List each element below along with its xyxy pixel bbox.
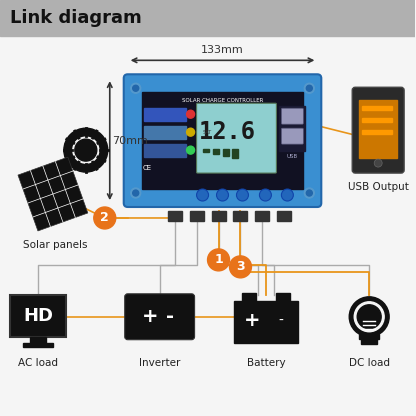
Polygon shape [18, 157, 88, 231]
Bar [144, 144, 186, 157]
Text: Link diagram: Link diagram [10, 10, 142, 27]
Bar [280, 106, 305, 151]
Text: Inverter: Inverter [139, 358, 181, 368]
Circle shape [131, 188, 141, 198]
Bar [213, 149, 218, 154]
Circle shape [357, 305, 381, 329]
FancyBboxPatch shape [10, 295, 66, 337]
Text: HD: HD [23, 307, 53, 325]
Circle shape [306, 190, 312, 196]
Text: AC load: AC load [18, 358, 58, 368]
Circle shape [281, 189, 293, 201]
FancyBboxPatch shape [124, 74, 321, 207]
FancyBboxPatch shape [197, 103, 276, 173]
Bar [235, 301, 298, 343]
Circle shape [349, 297, 389, 337]
Bar [361, 339, 377, 344]
Bar [233, 211, 248, 221]
Text: SAT: SAT [203, 130, 212, 135]
Bar [144, 126, 186, 139]
Circle shape [187, 110, 195, 118]
Circle shape [187, 146, 195, 154]
Circle shape [64, 128, 108, 172]
Circle shape [305, 188, 314, 198]
Circle shape [94, 207, 116, 229]
Circle shape [374, 159, 382, 167]
Text: +: + [141, 307, 158, 326]
Circle shape [354, 302, 384, 332]
Circle shape [306, 85, 312, 91]
Text: 3: 3 [236, 260, 245, 273]
Circle shape [73, 137, 99, 163]
Bar [223, 149, 228, 156]
Bar [168, 211, 182, 221]
Text: 133mm: 133mm [201, 45, 244, 55]
Bar [30, 337, 46, 343]
Circle shape [236, 189, 248, 201]
Text: -: - [278, 314, 283, 328]
Text: 2: 2 [100, 211, 109, 225]
Circle shape [75, 139, 97, 161]
Text: CE: CE [143, 165, 152, 171]
Circle shape [216, 189, 228, 201]
Circle shape [208, 249, 230, 271]
Circle shape [260, 189, 271, 201]
Bar [23, 343, 53, 347]
Text: SOLAR CHARGE CONTROLLER: SOLAR CHARGE CONTROLLER [182, 98, 263, 103]
Circle shape [305, 83, 314, 93]
Text: DC load: DC load [349, 358, 390, 368]
Bar [203, 149, 208, 152]
FancyBboxPatch shape [281, 128, 303, 144]
Text: Solar panels: Solar panels [22, 240, 87, 250]
Circle shape [131, 83, 141, 93]
Bar [142, 92, 303, 189]
Circle shape [197, 189, 208, 201]
Text: 70mm: 70mm [112, 136, 148, 146]
Bar [276, 293, 290, 302]
Bar [359, 334, 379, 339]
Bar [255, 211, 270, 221]
Text: USB Output: USB Output [348, 182, 409, 192]
Text: USB: USB [287, 154, 298, 158]
Bar [359, 100, 397, 158]
Circle shape [230, 256, 251, 278]
Bar [362, 130, 392, 134]
FancyBboxPatch shape [125, 294, 195, 340]
Bar [0, 0, 415, 36]
Text: -: - [166, 307, 173, 326]
Bar [362, 118, 392, 122]
Bar [233, 149, 238, 158]
Bar [212, 211, 225, 221]
Text: Battery: Battery [247, 358, 286, 368]
FancyBboxPatch shape [352, 87, 404, 173]
Bar [277, 211, 291, 221]
Circle shape [133, 190, 139, 196]
Text: 12.6: 12.6 [199, 120, 256, 144]
Text: +: + [244, 311, 261, 330]
Bar [243, 293, 256, 302]
Circle shape [187, 128, 195, 136]
Circle shape [133, 85, 139, 91]
Bar [144, 108, 186, 121]
FancyBboxPatch shape [281, 108, 303, 124]
Bar [190, 211, 203, 221]
Text: 1: 1 [214, 253, 223, 266]
Bar [362, 106, 392, 110]
